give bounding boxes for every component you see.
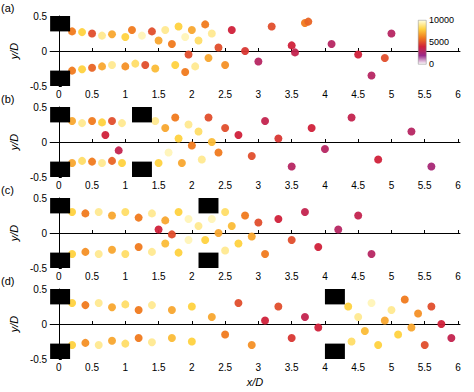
svg-text:0.5: 0.5 [33, 193, 47, 204]
svg-text:2.5: 2.5 [218, 362, 232, 373]
svg-text:0: 0 [42, 137, 48, 148]
svg-text:3.5: 3.5 [285, 271, 299, 282]
svg-text:6: 6 [455, 89, 461, 100]
svg-text:4: 4 [322, 89, 328, 100]
svg-text:3.5: 3.5 [285, 89, 299, 100]
svg-text:2.5: 2.5 [218, 271, 232, 282]
svg-text:-0.5: -0.5 [30, 263, 48, 274]
svg-text:2.5: 2.5 [218, 89, 232, 100]
svg-text:5: 5 [389, 362, 395, 373]
svg-text:(b): (b) [1, 93, 14, 105]
svg-text:6: 6 [455, 271, 461, 282]
svg-text:0: 0 [56, 362, 62, 373]
svg-text:5.5: 5.5 [418, 180, 432, 191]
svg-text:3: 3 [256, 180, 262, 191]
svg-text:2: 2 [189, 89, 195, 100]
svg-text:0: 0 [42, 319, 48, 330]
svg-text:10000: 10000 [429, 15, 454, 25]
svg-text:0.5: 0.5 [33, 11, 47, 22]
svg-text:3.5: 3.5 [285, 180, 299, 191]
svg-text:0.5: 0.5 [85, 362, 99, 373]
svg-text:2: 2 [189, 362, 195, 373]
svg-text:6: 6 [455, 362, 461, 373]
svg-text:3: 3 [256, 362, 262, 373]
svg-text:4: 4 [322, 362, 328, 373]
svg-text:3: 3 [256, 271, 262, 282]
svg-text:4.5: 4.5 [351, 271, 365, 282]
svg-text:0.5: 0.5 [33, 284, 47, 295]
svg-text:4: 4 [322, 271, 328, 282]
svg-text:0.5: 0.5 [85, 271, 99, 282]
svg-text:4: 4 [322, 180, 328, 191]
svg-text:0: 0 [42, 46, 48, 57]
svg-text:1.5: 1.5 [152, 271, 166, 282]
svg-text:1.5: 1.5 [152, 362, 166, 373]
svg-text:1: 1 [123, 362, 129, 373]
svg-text:y/D: y/D [8, 225, 20, 243]
svg-text:4.5: 4.5 [351, 89, 365, 100]
svg-text:5: 5 [389, 180, 395, 191]
svg-text:0.5: 0.5 [85, 89, 99, 100]
svg-text:-0.5: -0.5 [30, 172, 48, 183]
svg-text:0.5: 0.5 [33, 102, 47, 113]
svg-text:5.5: 5.5 [418, 89, 432, 100]
svg-text:0: 0 [56, 271, 62, 282]
svg-text:0: 0 [429, 59, 434, 69]
svg-text:5.5: 5.5 [418, 362, 432, 373]
svg-text:4.5: 4.5 [351, 180, 365, 191]
svg-text:1: 1 [123, 180, 129, 191]
svg-text:1: 1 [123, 271, 129, 282]
svg-text:0.5: 0.5 [85, 180, 99, 191]
svg-text:5000: 5000 [429, 37, 449, 47]
svg-text:y/D: y/D [8, 316, 20, 334]
svg-text:5: 5 [389, 271, 395, 282]
svg-text:y/D: y/D [8, 134, 20, 152]
svg-text:x/D: x/D [246, 376, 264, 388]
svg-text:0: 0 [56, 89, 62, 100]
svg-text:3.5: 3.5 [285, 362, 299, 373]
svg-text:2: 2 [189, 271, 195, 282]
svg-text:6: 6 [455, 180, 461, 191]
svg-text:(d): (d) [1, 275, 14, 287]
svg-text:4.5: 4.5 [351, 362, 365, 373]
svg-text:5.5: 5.5 [418, 271, 432, 282]
svg-text:0: 0 [56, 180, 62, 191]
svg-text:-0.5: -0.5 [30, 354, 48, 365]
svg-text:(c): (c) [1, 184, 14, 196]
svg-text:1: 1 [123, 89, 129, 100]
svg-text:2.5: 2.5 [218, 180, 232, 191]
svg-text:2: 2 [189, 180, 195, 191]
svg-text:1.5: 1.5 [152, 180, 166, 191]
svg-text:0: 0 [42, 228, 48, 239]
svg-text:1.5: 1.5 [152, 89, 166, 100]
svg-text:5: 5 [389, 89, 395, 100]
svg-text:3: 3 [256, 89, 262, 100]
svg-text:(a): (a) [1, 2, 14, 14]
svg-text:y/D: y/D [8, 43, 20, 61]
svg-text:-0.5: -0.5 [30, 81, 48, 92]
